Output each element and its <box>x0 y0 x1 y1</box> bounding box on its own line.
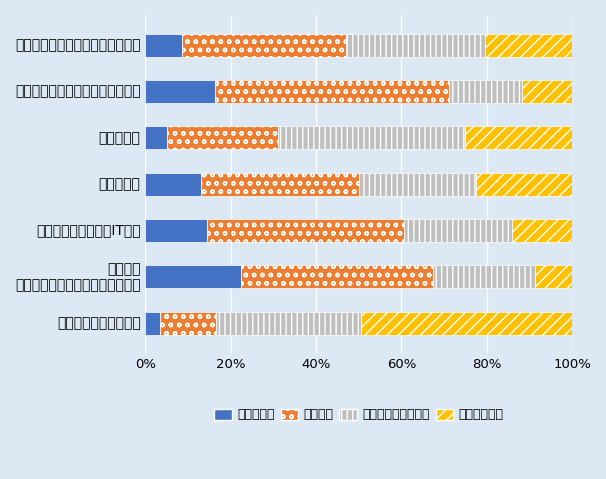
Legend: とても深刻, やや深刻, あまり深刻ではない, 深刻ではない: とても深刻, やや深刻, あまり深刻ではない, 深刻ではない <box>210 403 508 426</box>
Bar <box>512 219 572 242</box>
Bar <box>145 311 161 335</box>
Bar <box>465 126 572 149</box>
Bar <box>182 34 346 57</box>
Bar <box>145 80 215 103</box>
Bar <box>449 80 522 103</box>
Bar <box>404 219 512 242</box>
Bar <box>361 311 572 335</box>
Bar <box>207 219 404 242</box>
Bar <box>201 172 359 196</box>
Bar <box>346 34 485 57</box>
Bar <box>433 265 535 288</box>
Bar <box>145 34 182 57</box>
Bar <box>145 172 201 196</box>
Bar <box>476 172 572 196</box>
Bar <box>359 172 476 196</box>
Bar <box>167 126 278 149</box>
Bar <box>215 80 449 103</box>
Bar <box>145 265 241 288</box>
Bar <box>522 80 572 103</box>
Bar <box>485 34 572 57</box>
Bar <box>161 311 216 335</box>
Bar <box>145 219 207 242</box>
Bar <box>241 265 433 288</box>
Bar <box>145 126 167 149</box>
Bar <box>535 265 572 288</box>
Bar <box>278 126 465 149</box>
Bar <box>216 311 361 335</box>
